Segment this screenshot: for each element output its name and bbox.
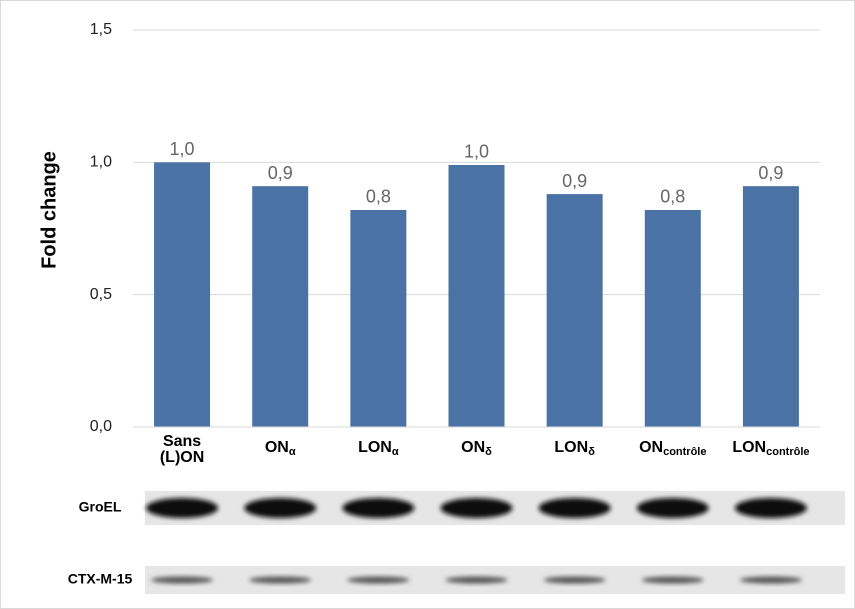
x-tick-label: ONα: [265, 439, 296, 458]
x-tick-label-main: ON: [639, 439, 663, 456]
x-tick-label-sub: α: [289, 446, 296, 458]
blot-band: [440, 498, 513, 518]
x-tick-label: Sans: [163, 433, 201, 450]
y-tick-label: 1,0: [90, 154, 112, 171]
value-label: 0,8: [660, 187, 685, 207]
x-tick-label-main: ON: [461, 439, 485, 456]
y-tick-label: 0,5: [90, 286, 112, 303]
value-label: 0,8: [366, 187, 391, 207]
x-tick-label-sub: contrôle: [766, 446, 809, 458]
blot-band: [347, 576, 410, 584]
x-tick-label: (L)ON: [160, 449, 204, 466]
value-label: 0,9: [562, 171, 587, 191]
x-tick-label: ONcontrôle: [639, 439, 706, 458]
value-label: 0,9: [758, 163, 783, 183]
x-tick-label-main: LON: [554, 439, 588, 456]
blot-band: [445, 576, 508, 584]
blot-band: [543, 576, 606, 584]
bar: [644, 209, 701, 427]
x-tick-label-main: LON: [732, 439, 766, 456]
bar: [252, 186, 309, 427]
blot-band: [636, 498, 709, 518]
bar: [448, 164, 505, 428]
value-label: 0,9: [268, 163, 293, 183]
x-tick-label-main: LON: [358, 439, 392, 456]
blot-band: [734, 498, 807, 518]
blot-band: [739, 576, 802, 584]
bar: [546, 194, 603, 427]
blot-band: [146, 498, 219, 518]
blot-band: [538, 498, 611, 518]
y-tick-label: 1,5: [90, 21, 112, 38]
x-tick-label: ONδ: [461, 439, 492, 458]
bar: [742, 186, 799, 427]
x-tick-label: LONδ: [554, 439, 595, 458]
y-tick-label: 0,0: [90, 418, 112, 435]
y-axis-title: Fold change: [38, 151, 60, 269]
x-tick-label-main: ON: [265, 439, 289, 456]
blot-band: [342, 498, 415, 518]
x-tick-label-sub: contrôle: [663, 446, 706, 458]
blot-band: [151, 576, 214, 584]
blot-band: [641, 576, 704, 584]
x-tick-label-sub: δ: [588, 446, 595, 458]
x-tick-label-sub: α: [392, 446, 399, 458]
blot-label: CTX-M-15: [68, 571, 133, 587]
blot-band: [244, 498, 317, 518]
x-tick-label-sub: δ: [485, 446, 492, 458]
bar: [350, 209, 407, 427]
x-tick-label: LONcontrôle: [732, 439, 809, 458]
blot-label: GroEL: [79, 499, 122, 515]
x-tick-label: LONα: [358, 439, 399, 458]
blot-band: [249, 576, 312, 584]
bar: [154, 162, 211, 428]
value-label: 1,0: [464, 142, 489, 162]
value-label: 1,0: [170, 139, 195, 159]
